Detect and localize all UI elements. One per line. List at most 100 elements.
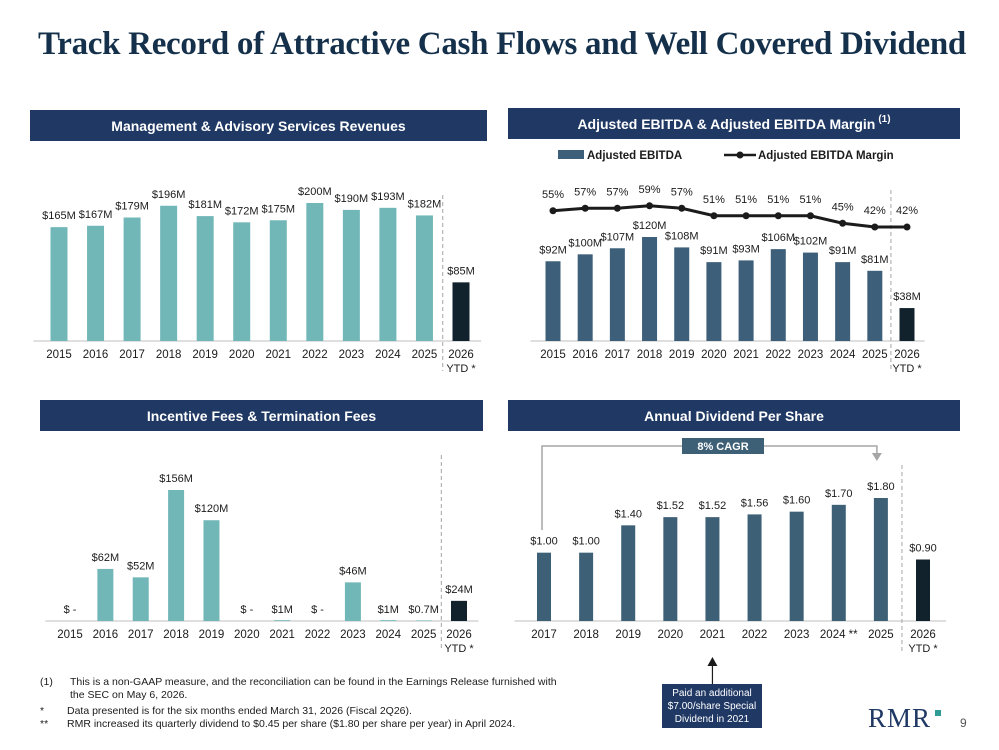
footnote-1: (1) This is a non-GAAP measure, and the …: [40, 676, 560, 702]
bar-2022: [306, 203, 324, 341]
data-label-2026: $24M: [445, 584, 473, 596]
incentive-panel-title: Incentive Fees & Termination Fees: [146, 407, 377, 424]
tick-label-2020: 2020: [658, 629, 684, 641]
tick-label-2024: 2024: [375, 629, 401, 641]
tick-label-2016: 2016: [572, 349, 598, 361]
tick-label-2021: 2021: [265, 349, 291, 361]
data-label-2020: $ -: [240, 604, 253, 616]
data-label-2015: $ -: [64, 604, 77, 616]
data-label-2021: $1M: [271, 604, 292, 616]
dividend-panel-header: Annual Dividend Per Share: [508, 400, 960, 431]
data-label-2016: $167M: [79, 209, 113, 221]
tick-label-2025: 2025: [412, 349, 438, 361]
tick-label-2017: 2017: [531, 629, 557, 641]
data-label-2024: $193M: [371, 191, 405, 203]
bar-2017: [132, 577, 149, 621]
tick-label-2018: 2018: [573, 629, 599, 641]
bar-2016: [577, 254, 593, 341]
data-label-2018: $120M: [633, 220, 667, 232]
tick-label-2019: 2019: [669, 349, 695, 361]
tick-label-2015: 2015: [46, 349, 72, 361]
rmr-logo-mark: [935, 710, 941, 716]
tick-label-2015: 2015: [57, 629, 83, 641]
footnote-3-text: RMR increased its quarterly dividend to …: [67, 718, 516, 730]
data-label-2017: $1.00: [530, 536, 558, 548]
tick-label-2019: 2019: [615, 629, 641, 641]
ebitda-panel-title: Adjusted EBITDA & Adjusted EBITDA Margin: [577, 115, 876, 132]
incentive-panel-header: Incentive Fees & Termination Fees: [40, 400, 483, 431]
bar-2017: [123, 217, 141, 341]
tick-label-2017: 2017: [119, 349, 145, 361]
data-label-2019: $108M: [665, 230, 699, 242]
tick-label-2026: 2026: [910, 629, 936, 641]
bar-2016: [87, 225, 105, 341]
bar-2024: [379, 207, 397, 341]
cagr-label: 8% CAGR: [697, 441, 748, 453]
bar-2024: [835, 262, 851, 341]
ebitda-panel-header: Adjusted EBITDA & Adjusted EBITDA Margin…: [508, 108, 960, 139]
data-label-2015: $92M: [539, 244, 567, 256]
tick-label-2022: 2022: [305, 629, 331, 641]
tick-label-2026: 2026: [894, 349, 920, 361]
tick-label-2026: 2026: [448, 349, 474, 361]
data-label-2017: $52M: [127, 560, 155, 572]
tick-label-ytd: YTD *: [444, 643, 474, 655]
data-label-2021: $1.52: [699, 500, 727, 512]
bar-2026: [451, 600, 467, 621]
data-label-2015: $165M: [42, 210, 76, 222]
bar-2026: [452, 282, 470, 341]
bar-2025: [415, 215, 433, 341]
data-label-2024: $1.70: [825, 488, 853, 500]
bar-2022: [770, 249, 786, 341]
bar-2018: [579, 552, 594, 621]
data-label-2020: $91M: [700, 245, 728, 257]
bar-2026: [899, 308, 915, 341]
data-label-2025: $182M: [408, 198, 442, 210]
margin-point-2019: [678, 204, 686, 212]
data-label-2023: $102M: [794, 236, 828, 248]
margin-point-2021: [742, 212, 750, 220]
bar-2023: [344, 582, 361, 621]
margin-label-2016: 57%: [574, 186, 596, 198]
footnote-3-mark: **: [40, 718, 49, 730]
revenues-panel-title: Management & Advisory Services Revenues: [111, 117, 406, 134]
margin-label-2015: 55%: [542, 189, 564, 201]
legend-line-marker: [736, 151, 744, 159]
data-label-2022: $1.56: [741, 497, 769, 509]
margin-label-2019: 57%: [671, 186, 693, 198]
tick-label-ytd: YTD *: [908, 643, 938, 655]
dividend-panel-title: Annual Dividend Per Share: [644, 407, 824, 424]
margin-point-2015: [549, 207, 557, 215]
tick-label-2017: 2017: [605, 349, 631, 361]
tick-label-2022: 2022: [302, 349, 328, 361]
margin-label-2022: 51%: [767, 194, 789, 206]
footnote-2-mark: *: [40, 705, 45, 717]
bar-2024: [380, 620, 397, 621]
bar-2018: [168, 490, 185, 621]
legend-line-label: Adjusted EBITDA Margin: [758, 150, 894, 162]
tick-label-2020: 2020: [229, 349, 255, 361]
footnote-2-text: Data presented is for the six months end…: [67, 705, 412, 717]
tick-label-2019: 2019: [199, 629, 225, 641]
bar-2023: [342, 209, 360, 341]
margin-label-2020: 51%: [703, 194, 725, 206]
bar-2017: [537, 552, 551, 621]
legend-bar-swatch: [558, 150, 584, 159]
data-label-2025: $0.7M: [408, 604, 439, 616]
bar-2019: [674, 247, 690, 341]
tick-label-2025: 2025: [862, 349, 888, 361]
tick-label-2021: 2021: [269, 629, 295, 641]
margin-point-2018: [646, 202, 654, 210]
data-label-2016: $100M: [568, 237, 602, 249]
margin-point-2022: [774, 212, 782, 220]
tick-label-2020: 2020: [234, 629, 260, 641]
margin-label-2021: 51%: [735, 194, 757, 206]
margin-point-2023: [806, 212, 814, 220]
ebitda-footnote-ref: (1): [878, 114, 891, 125]
data-label-2017: $107M: [601, 231, 635, 243]
bar-2021: [274, 620, 291, 621]
page-title: Track Record of Attractive Cash Flows an…: [38, 26, 966, 62]
callout-arrowhead: [707, 657, 718, 666]
